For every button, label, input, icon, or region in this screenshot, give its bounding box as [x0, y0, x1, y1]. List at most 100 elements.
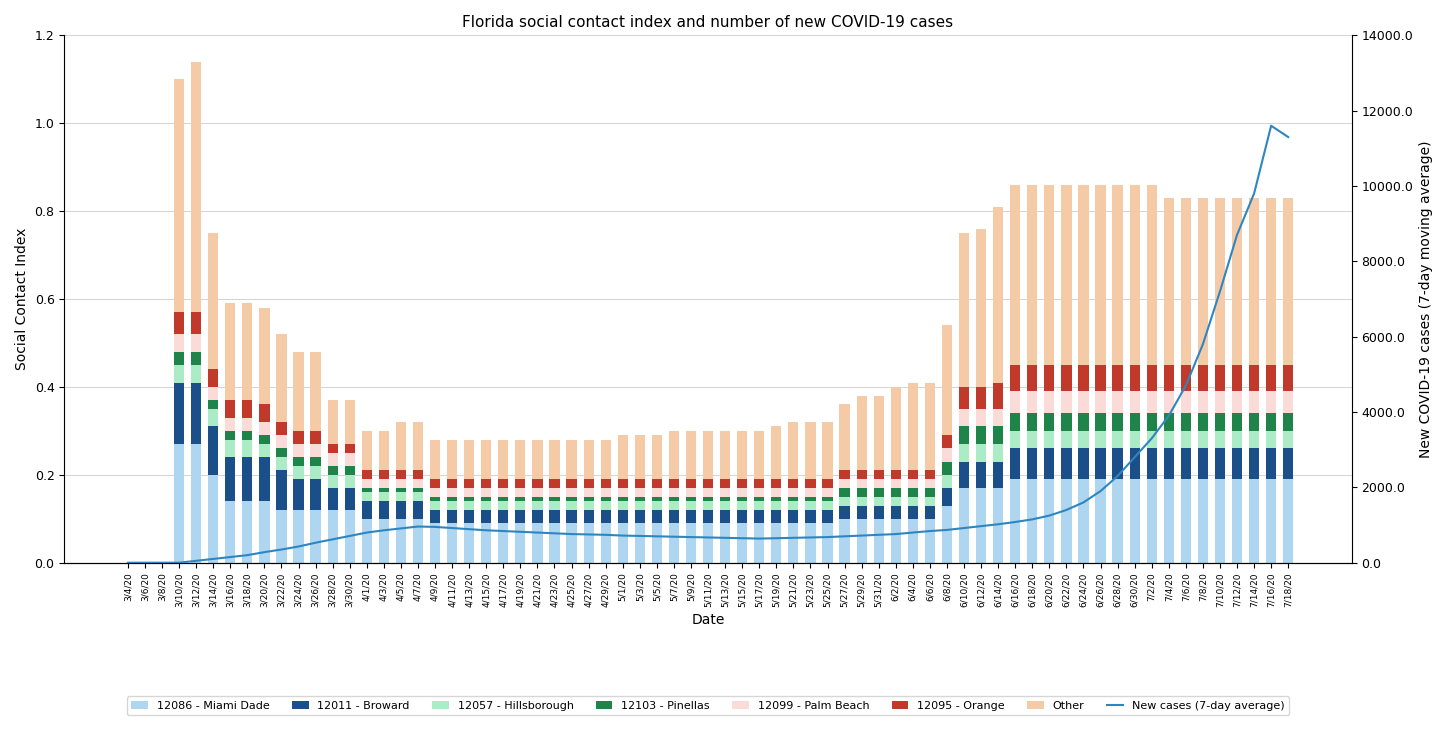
Bar: [634, 488, 644, 497]
Bar: [549, 488, 559, 497]
Bar: [737, 488, 747, 497]
Bar: [1283, 413, 1293, 431]
Bar: [413, 479, 423, 488]
Bar: [327, 466, 337, 475]
Bar: [533, 523, 543, 562]
Bar: [515, 440, 526, 479]
Bar: [822, 479, 833, 488]
Bar: [822, 501, 833, 510]
Bar: [1112, 449, 1122, 479]
Bar: [1095, 365, 1106, 391]
Bar: [772, 426, 782, 479]
Bar: [702, 510, 714, 523]
Bar: [993, 426, 1003, 444]
Bar: [294, 458, 304, 466]
Bar: [1079, 413, 1089, 431]
Bar: [498, 479, 508, 488]
Bar: [1266, 431, 1276, 449]
Bar: [209, 400, 219, 409]
Legend: 12086 - Miami Dade, 12011 - Broward, 12057 - Hillsborough, 12103 - Pinellas, 120: 12086 - Miami Dade, 12011 - Broward, 120…: [127, 696, 1289, 715]
Bar: [891, 479, 901, 488]
Bar: [772, 479, 782, 488]
Bar: [788, 510, 798, 523]
Bar: [566, 440, 576, 479]
Bar: [873, 506, 883, 519]
Bar: [191, 334, 201, 352]
Bar: [481, 440, 491, 479]
Bar: [1147, 391, 1157, 413]
Bar: [702, 488, 714, 497]
Bar: [1027, 431, 1037, 449]
Bar: [720, 510, 730, 523]
Bar: [1129, 431, 1140, 449]
Bar: [1027, 185, 1037, 365]
Bar: [618, 479, 628, 488]
Bar: [1164, 431, 1174, 449]
Bar: [1164, 413, 1174, 431]
Y-axis label: Social Contact Index: Social Contact Index: [14, 228, 29, 371]
Bar: [857, 488, 867, 497]
Bar: [310, 431, 321, 444]
Bar: [463, 440, 475, 479]
Bar: [959, 233, 969, 387]
Bar: [1250, 479, 1260, 562]
Bar: [669, 501, 679, 510]
Bar: [634, 479, 644, 488]
New cases (7-day average): [204, 554, 222, 563]
Bar: [891, 470, 901, 479]
Bar: [566, 523, 576, 562]
Bar: [566, 497, 576, 501]
Bar: [1266, 365, 1276, 391]
Bar: [941, 461, 953, 475]
Bar: [209, 409, 219, 426]
Bar: [515, 479, 526, 488]
Bar: [1011, 431, 1021, 449]
Bar: [226, 501, 236, 562]
Bar: [772, 488, 782, 497]
Bar: [976, 444, 986, 461]
Bar: [191, 352, 201, 365]
Bar: [481, 497, 491, 501]
Bar: [1215, 479, 1225, 562]
Bar: [1095, 391, 1106, 413]
Bar: [737, 501, 747, 510]
Bar: [1147, 365, 1157, 391]
Bar: [1112, 431, 1122, 449]
Bar: [174, 312, 184, 334]
Bar: [277, 458, 287, 470]
Bar: [277, 470, 287, 510]
Bar: [226, 431, 236, 440]
Bar: [259, 405, 269, 422]
Bar: [310, 466, 321, 479]
Bar: [772, 523, 782, 562]
Bar: [1283, 198, 1293, 365]
Bar: [941, 449, 953, 461]
Bar: [1061, 479, 1072, 562]
Bar: [702, 501, 714, 510]
Bar: [1112, 413, 1122, 431]
Bar: [277, 334, 287, 422]
Bar: [993, 409, 1003, 426]
Bar: [379, 519, 390, 562]
Bar: [413, 422, 423, 470]
Bar: [259, 422, 269, 435]
Bar: [959, 488, 969, 562]
Bar: [226, 417, 236, 431]
Bar: [481, 479, 491, 488]
Bar: [1266, 449, 1276, 479]
Bar: [634, 497, 644, 501]
Bar: [1283, 479, 1293, 562]
Bar: [1044, 365, 1054, 391]
Bar: [1079, 449, 1089, 479]
Bar: [857, 506, 867, 519]
Bar: [1095, 431, 1106, 449]
Bar: [310, 352, 321, 431]
Bar: [584, 497, 594, 501]
New cases (7-day average): [119, 558, 136, 567]
Bar: [1283, 365, 1293, 391]
Bar: [925, 488, 935, 497]
Bar: [1250, 413, 1260, 431]
Bar: [1232, 413, 1242, 431]
Bar: [908, 479, 918, 488]
Bar: [395, 470, 405, 479]
